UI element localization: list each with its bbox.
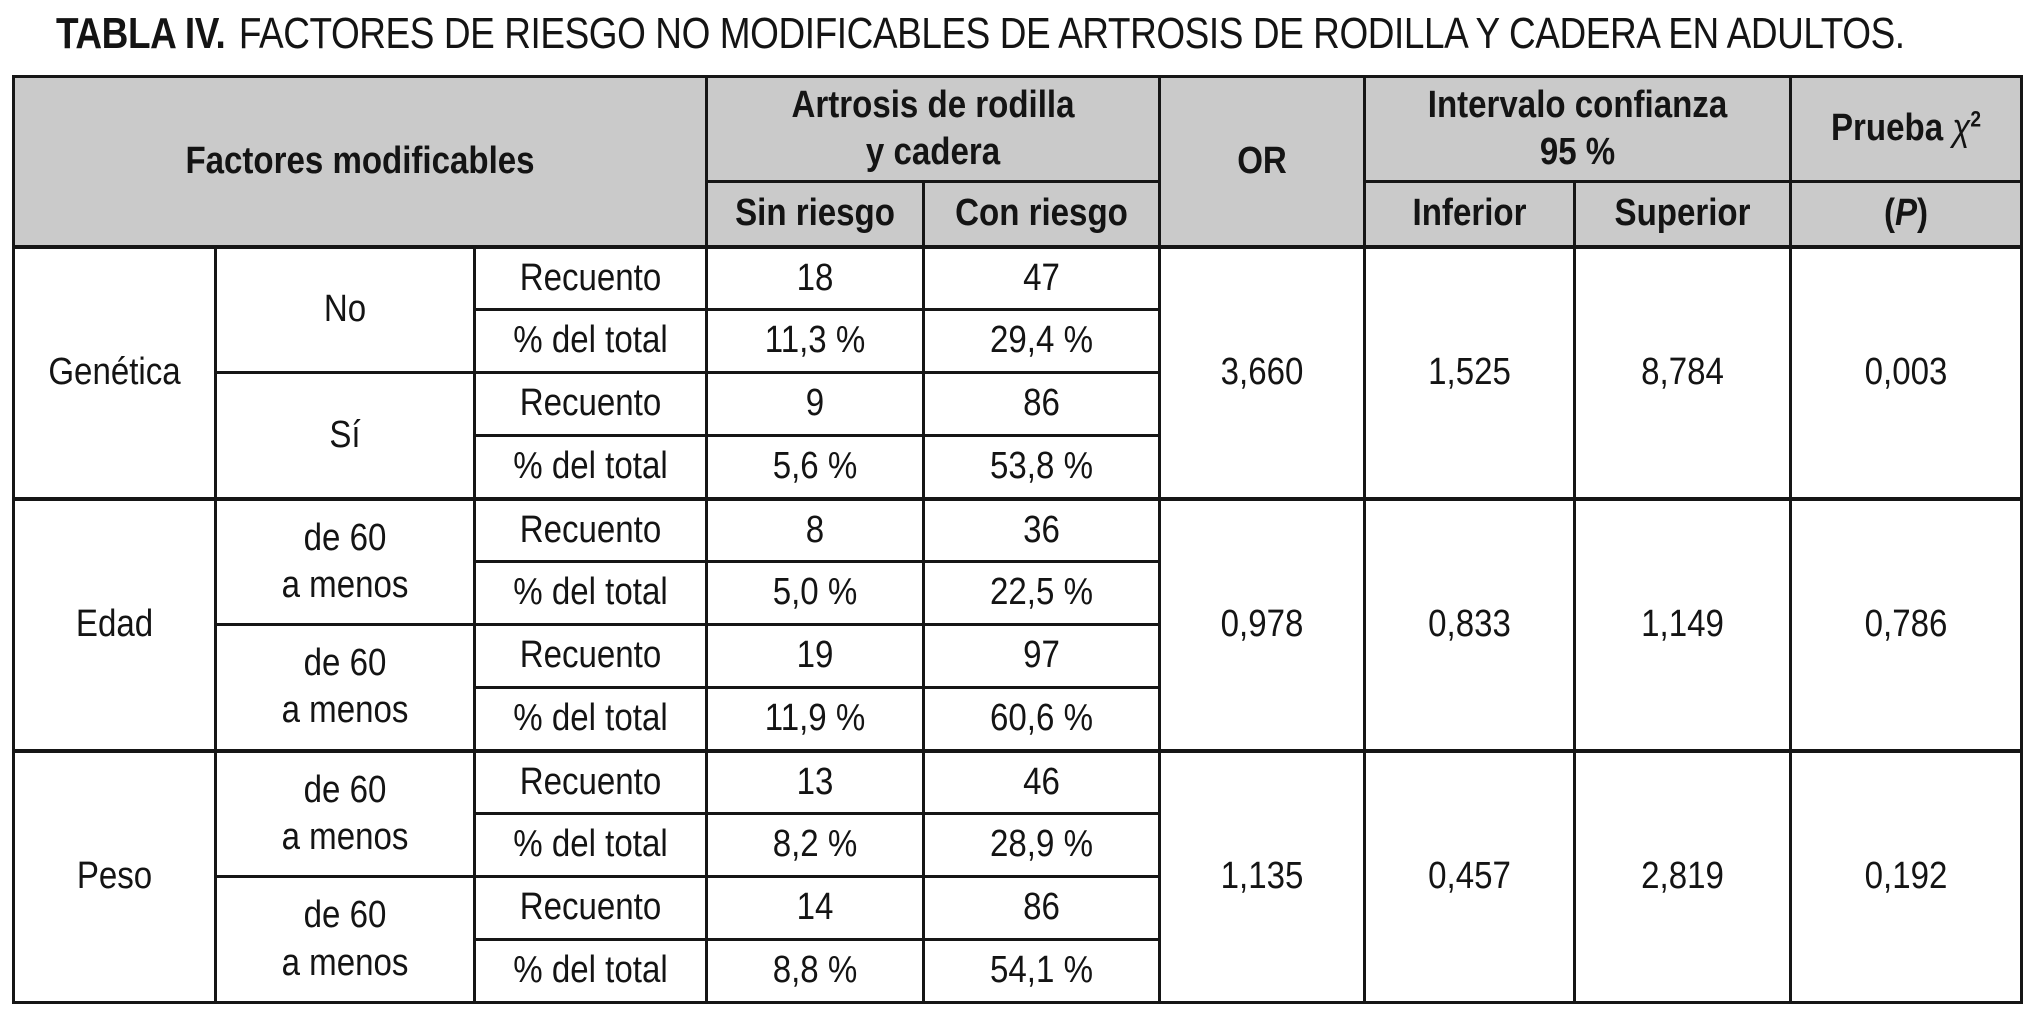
pct-sin-riesgo-cell: 11,9 % xyxy=(705,686,925,752)
pct-sin-riesgo-cell: 5,0 % xyxy=(705,560,925,626)
count-con-riesgo-cell: 86 xyxy=(921,875,1162,941)
level-cell: No xyxy=(214,244,476,374)
pct-con-riesgo-cell: 60,6 % xyxy=(921,686,1162,752)
level-cell: de 60 a menos xyxy=(214,875,476,1004)
factor-cell: Peso xyxy=(12,748,217,1004)
measure-label-cell: % del total xyxy=(473,434,708,500)
measure-label-cell: Recuento xyxy=(473,748,708,815)
measure-label-cell: % del total xyxy=(473,560,708,626)
measure-label-cell: Recuento xyxy=(473,623,708,689)
count-con-riesgo-cell: 46 xyxy=(921,748,1162,815)
pct-sin-riesgo-cell: 5,6 % xyxy=(705,434,925,500)
measure-label-cell: % del total xyxy=(473,686,708,752)
ci-superior-cell: 1,149 xyxy=(1573,496,1793,752)
factor-cell: Edad xyxy=(12,496,217,752)
count-sin-riesgo-cell: 8 xyxy=(705,496,925,563)
pct-sin-riesgo-cell: 11,3 % xyxy=(705,308,925,374)
measure-label-cell: Recuento xyxy=(473,244,708,311)
measure-label-cell: % del total xyxy=(473,938,708,1004)
pct-con-riesgo-cell: 22,5 % xyxy=(921,560,1162,626)
measure-label-cell: Recuento xyxy=(473,371,708,437)
p-value-cell: 0,192 xyxy=(1789,748,2024,1004)
p-value-cell: 0,003 xyxy=(1789,244,2024,500)
ci-superior-cell: 8,784 xyxy=(1573,244,1793,500)
count-sin-riesgo-cell: 14 xyxy=(705,875,925,941)
count-con-riesgo-cell: 47 xyxy=(921,244,1162,311)
table-row: de 60 a menos Recuento 19 97 xyxy=(14,623,2022,752)
p-value-cell: 0,786 xyxy=(1789,496,2024,752)
header-intervalo-confianza: Intervalo confianza 95 % xyxy=(1363,75,1793,183)
level-cell: Sí xyxy=(214,371,476,500)
header-p: (P) xyxy=(1789,180,2024,249)
table-row: % del total 5,0 % 22,5 % xyxy=(14,560,2022,626)
ci-inferior-cell: 0,833 xyxy=(1363,496,1577,752)
pct-sin-riesgo-cell: 8,8 % xyxy=(705,938,925,1004)
ci-superior-cell: 2,819 xyxy=(1573,748,1793,1004)
level-cell: de 60 a menos xyxy=(214,748,476,878)
table-row: Edad de 60 a menos Recuento 8 36 0,978 0,… xyxy=(12,496,2024,752)
measure-label-cell: Recuento xyxy=(473,875,708,941)
table-row: de 60 a menos Recuento 14 86 xyxy=(14,875,2022,1004)
table-row: % del total 11,9 % 60,6 % xyxy=(14,686,2022,752)
count-sin-riesgo-cell: 13 xyxy=(705,748,925,815)
table-row: Sí Recuento 9 86 xyxy=(14,371,2022,500)
pct-con-riesgo-cell: 29,4 % xyxy=(921,308,1162,374)
ci-inferior-cell: 1,525 xyxy=(1363,244,1577,500)
count-con-riesgo-cell: 86 xyxy=(921,371,1162,437)
count-sin-riesgo-cell: 18 xyxy=(705,244,925,311)
table-title-label: TABLA IV. xyxy=(56,9,226,58)
header-or: OR xyxy=(1158,75,1367,248)
pct-con-riesgo-cell: 54,1 % xyxy=(921,938,1162,1004)
header-row-2: Sin riesgo Con riesgo Inferior Superior … xyxy=(14,180,2024,249)
measure-label-cell: % del total xyxy=(473,308,708,374)
header-con-riesgo: Con riesgo xyxy=(921,180,1162,249)
table-row: % del total 8,8 % 54,1 % xyxy=(14,938,2022,1004)
header-superior: Superior xyxy=(1573,180,1793,249)
measure-label-cell: % del total xyxy=(473,812,708,878)
header-artrosis: Artrosis de rodilla y cadera xyxy=(704,75,1162,183)
table-title: TABLA IV. FACTORES DE RIESGO NO MODIFICAB… xyxy=(56,12,1905,56)
table-row: % del total 11,3 % 29,4 % xyxy=(14,308,2022,374)
or-cell: 3,660 xyxy=(1158,244,1367,500)
ci-inferior-cell: 0,457 xyxy=(1363,748,1577,1004)
pct-con-riesgo-cell: 28,9 % xyxy=(921,812,1162,878)
table-row: Genética No Recuento 18 47 3,660 1,525 8… xyxy=(12,244,2024,500)
header-row-1: Factores modificables Artrosis de rodill… xyxy=(12,75,2024,248)
risk-factors-table: Factores modificables Artrosis de rodill… xyxy=(12,75,2024,1004)
count-con-riesgo-cell: 36 xyxy=(921,496,1162,563)
table-row: % del total 8,2 % 28,9 % xyxy=(14,812,2022,878)
level-cell: de 60 a menos xyxy=(214,623,476,752)
factor-cell: Genética xyxy=(12,244,217,500)
or-cell: 0,978 xyxy=(1158,496,1367,752)
table-row: % del total 5,6 % 53,8 % xyxy=(14,434,2022,500)
table-title-text: FACTORES DE RIESGO NO MODIFICABLES DE AR… xyxy=(238,9,1905,58)
or-cell: 1,135 xyxy=(1158,748,1367,1004)
pct-con-riesgo-cell: 53,8 % xyxy=(921,434,1162,500)
header-sin-riesgo: Sin riesgo xyxy=(705,180,925,249)
count-sin-riesgo-cell: 9 xyxy=(705,371,925,437)
header-prueba-chi2: Prueba χ2 xyxy=(1789,75,2024,183)
table-row: Peso de 60 a menos Recuento 13 46 1,135 0… xyxy=(12,748,2024,1004)
header-inferior: Inferior xyxy=(1363,180,1577,249)
count-sin-riesgo-cell: 19 xyxy=(705,623,925,689)
measure-label-cell: Recuento xyxy=(473,496,708,563)
pct-sin-riesgo-cell: 8,2 % xyxy=(705,812,925,878)
count-con-riesgo-cell: 97 xyxy=(921,623,1162,689)
header-factores-modificables: Factores modificables xyxy=(12,75,708,248)
level-cell: de 60 a menos xyxy=(214,496,476,626)
